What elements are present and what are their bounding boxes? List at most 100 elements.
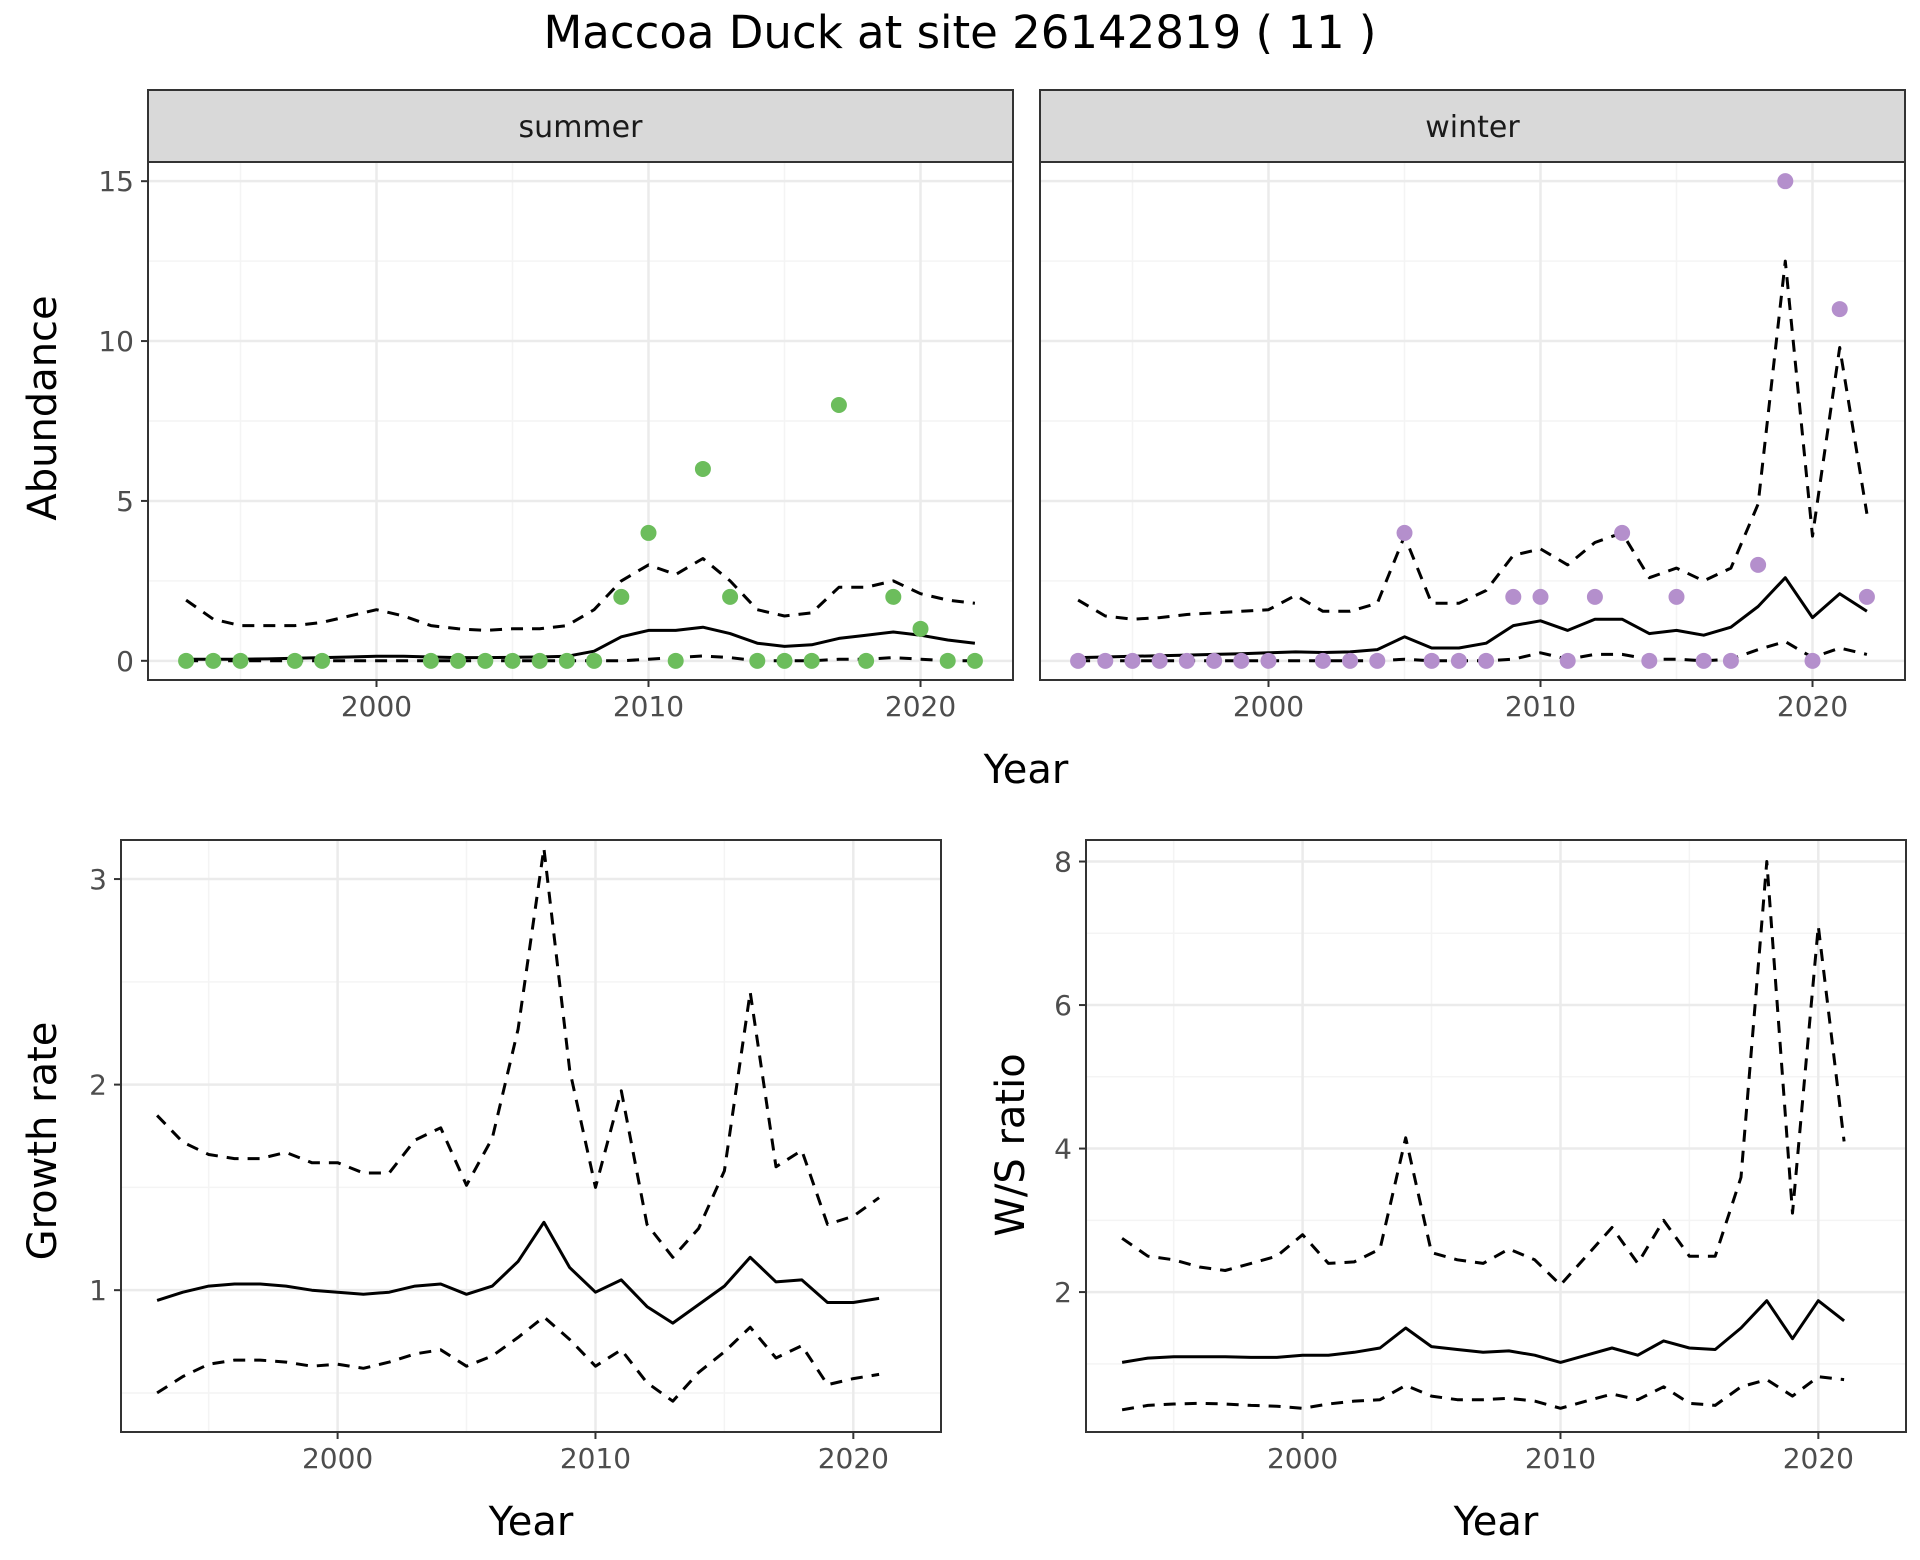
data-point (1722, 652, 1739, 669)
x-tick-label: 2020 (1783, 1442, 1854, 1475)
panel-border (1039, 161, 1906, 681)
data-point (205, 652, 222, 669)
data-point (1124, 652, 1141, 669)
data-point (1668, 588, 1685, 605)
growth-y-axis-title: Growth rate (20, 1022, 66, 1261)
y-tick-label: 5 (116, 485, 134, 518)
y-tick-label: 10 (98, 325, 134, 358)
data-point (586, 652, 603, 669)
data-point (912, 620, 929, 637)
data-point (613, 588, 630, 605)
data-point (1804, 652, 1821, 669)
data-point (1423, 652, 1440, 669)
data-point (1750, 556, 1767, 573)
facet-strip-summer (147, 89, 1014, 163)
data-point (749, 652, 766, 669)
facet-label-winter: winter (1425, 110, 1520, 145)
data-point (939, 652, 956, 669)
data-point (504, 652, 521, 669)
data-point (1478, 652, 1495, 669)
data-point (1070, 652, 1087, 669)
data-point (1233, 652, 1250, 669)
data-point (1858, 588, 1875, 605)
ws-x-axis-title: Year (1453, 1499, 1539, 1545)
data-point (1097, 652, 1114, 669)
data-point (830, 397, 847, 414)
data-point (1831, 301, 1848, 318)
data-point (1532, 588, 1549, 605)
y-tick-label: 15 (98, 165, 134, 198)
data-point (966, 652, 983, 669)
data-point (286, 652, 303, 669)
data-point (1505, 588, 1522, 605)
data-point (558, 652, 575, 669)
x-tick-label: 2010 (560, 1442, 631, 1475)
data-point (1314, 652, 1331, 669)
data-point (776, 652, 793, 669)
y-tick-label: 1 (89, 1274, 107, 1307)
data-point (1777, 173, 1794, 190)
growth-x-axis-title: Year (488, 1499, 574, 1545)
facet-strip-winter (1039, 89, 1906, 163)
y-tick-label: 2 (89, 1069, 107, 1102)
data-point (1586, 588, 1603, 605)
y-tick-label: 2 (1054, 1276, 1072, 1309)
data-point (640, 524, 657, 541)
data-point (722, 588, 739, 605)
growth-rate-chart: 2000 2010 2020 1 2 3 Year Growth rate (20, 839, 942, 1545)
data-point (422, 652, 439, 669)
data-point (531, 652, 548, 669)
y-tick-label: 3 (89, 863, 107, 896)
x-tick-label: 2000 (1267, 1442, 1338, 1475)
data-point (232, 652, 249, 669)
data-point (667, 652, 684, 669)
data-point (477, 652, 494, 669)
y-tick-label: 6 (1054, 989, 1072, 1022)
data-point (694, 460, 711, 477)
data-point (1369, 652, 1386, 669)
panel-summer: 2000 2010 2020 (147, 161, 1014, 723)
data-point (1695, 652, 1712, 669)
y-tick-label: 8 (1054, 846, 1072, 879)
series-line-upper (1077, 259, 1869, 621)
series-line-upper (156, 846, 880, 1259)
data-point (314, 652, 331, 669)
series-line-mean (1121, 1299, 1846, 1364)
ws-ratio-chart: 2000 2010 2020 2 4 6 8 Year W/S ratio (988, 839, 1907, 1545)
data-point (1641, 652, 1658, 669)
y-tick-label: 4 (1054, 1133, 1072, 1166)
data-point (1559, 652, 1576, 669)
data-point (1450, 652, 1467, 669)
x-tick-label: 2020 (1777, 690, 1848, 723)
data-point (885, 588, 902, 605)
panel-border (1085, 839, 1907, 1433)
abundance-x-axis-title: Year (983, 747, 1069, 793)
series-line-mean (156, 1220, 880, 1325)
data-point (178, 652, 195, 669)
data-point (1614, 524, 1631, 541)
facet-winter: winter 2000 2010 2020 (1039, 89, 1906, 723)
series-line-lower (156, 1315, 880, 1403)
data-point (1206, 652, 1223, 669)
series-line-upper (1121, 860, 1846, 1287)
x-tick-label: 2000 (302, 1442, 373, 1475)
x-tick-label: 2010 (1505, 690, 1576, 723)
x-tick-label: 2010 (1525, 1442, 1596, 1475)
panel-background (1086, 840, 1906, 1432)
data-point (1260, 652, 1277, 669)
main-title: Maccoa Duck at site 26142819 ( 11 ) (543, 6, 1376, 59)
facet-summer: summer 2000 2010 2020 (147, 89, 1014, 723)
facet-label-summer: summer (519, 110, 644, 145)
panel-border (120, 839, 942, 1433)
panel-growth: 2000 2010 2020 1 2 3 (89, 839, 942, 1475)
y-tick-label: 0 (116, 645, 134, 678)
panel-ws: 2000 2010 2020 2 4 6 8 (1054, 839, 1907, 1475)
abundance-y-axis: 0 5 10 15 (98, 165, 148, 678)
x-tick-label: 2000 (341, 690, 412, 723)
data-point (1151, 652, 1168, 669)
data-point (858, 652, 875, 669)
panel-winter: 2000 2010 2020 (1039, 161, 1906, 723)
x-tick-label: 2020 (818, 1442, 889, 1475)
x-tick-label: 2020 (885, 690, 956, 723)
